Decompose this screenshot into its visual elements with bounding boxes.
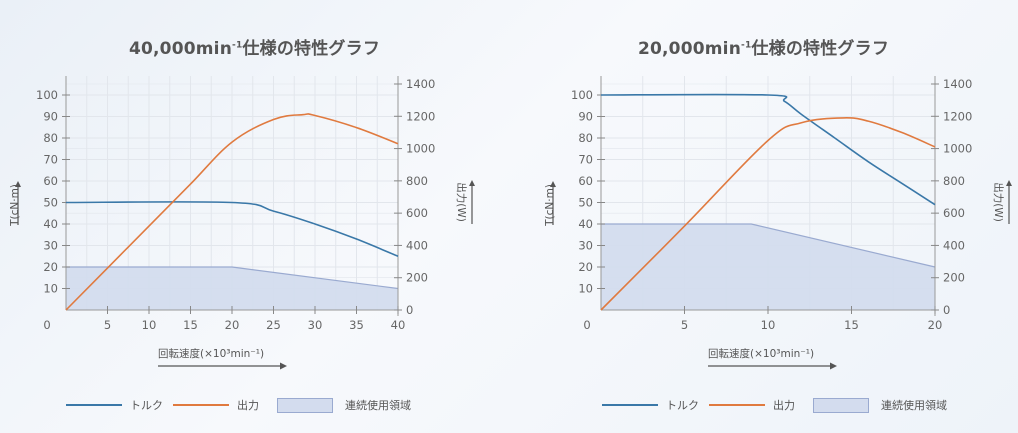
svg-text:80: 80	[43, 131, 58, 145]
chart-title: 20,000min-1仕様の特性グラフ	[637, 39, 890, 59]
power-line-swatch	[709, 404, 765, 406]
svg-text:20: 20	[43, 260, 58, 274]
svg-text:40: 40	[578, 217, 593, 231]
torque-curve	[600, 93, 936, 206]
svg-text:20: 20	[928, 318, 943, 332]
svg-text:T(cN·m): T(cN·m)	[544, 184, 556, 227]
torque-line-swatch	[602, 404, 658, 406]
y-axis-label: T(cN·m)	[9, 181, 21, 227]
svg-text:回転速度(×10³min⁻¹): 回転速度(×10³min⁻¹)	[708, 347, 814, 360]
svg-text:80: 80	[578, 131, 593, 145]
svg-text:20: 20	[578, 260, 593, 274]
svg-text:200: 200	[943, 271, 965, 285]
svg-text:35: 35	[349, 318, 364, 332]
svg-text:1400: 1400	[406, 77, 435, 91]
svg-text:30: 30	[43, 239, 58, 253]
svg-text:60: 60	[578, 174, 593, 188]
legend-continuous: 連続使用領域	[813, 397, 947, 413]
x-axis-label: 回転速度(×10³min⁻¹)	[708, 347, 837, 370]
svg-text:90: 90	[43, 110, 58, 124]
svg-text:25: 25	[266, 318, 281, 332]
svg-text:800: 800	[943, 174, 965, 188]
svg-text:0: 0	[406, 303, 413, 317]
svg-text:400: 400	[406, 238, 428, 252]
svg-text:400: 400	[943, 238, 965, 252]
chart-title: 40,000min-1仕様の特性グラフ	[128, 39, 381, 59]
power-curve	[600, 117, 936, 311]
svg-text:200: 200	[406, 271, 428, 285]
legend-power: 出力	[173, 397, 259, 413]
torque-line-swatch	[66, 404, 122, 406]
svg-text:30: 30	[308, 318, 323, 332]
svg-text:T(cN·m): T(cN·m)	[9, 184, 21, 227]
svg-text:回転速度(×10³min⁻¹): 回転速度(×10³min⁻¹)	[158, 347, 264, 360]
svg-text:40: 40	[391, 318, 406, 332]
svg-text:0: 0	[583, 318, 590, 332]
chart-panel-40000: 40,000min-1仕様の特性グラフ 10 20 30 40 50 60 70 80 90 10…	[9, 39, 475, 413]
svg-text:600: 600	[943, 206, 965, 220]
svg-text:10: 10	[578, 282, 593, 296]
legend-continuous: 連続使用領域	[277, 397, 411, 413]
svg-text:100: 100	[571, 88, 593, 102]
svg-text:50: 50	[578, 196, 593, 210]
svg-text:10: 10	[142, 318, 157, 332]
power-curve	[65, 113, 399, 311]
svg-text:800: 800	[406, 174, 428, 188]
legend-torque: トルク	[66, 397, 163, 413]
area-swatch	[277, 397, 333, 413]
x-axis-label: 回転速度(×10³min⁻¹)	[158, 347, 287, 370]
svg-text:1400: 1400	[943, 77, 972, 91]
svg-text:1200: 1200	[406, 109, 435, 123]
svg-text:70: 70	[43, 153, 58, 167]
svg-text:70: 70	[578, 153, 593, 167]
svg-text:出力(W): 出力(W)	[992, 182, 1005, 222]
svg-text:1000: 1000	[406, 142, 435, 156]
continuous-area	[66, 267, 398, 310]
svg-text:50: 50	[43, 196, 58, 210]
svg-text:60: 60	[43, 174, 58, 188]
svg-text:30: 30	[578, 239, 593, 253]
y-axis-label: T(cN·m)	[544, 181, 556, 227]
svg-text:90: 90	[578, 110, 593, 124]
svg-text:0: 0	[943, 303, 950, 317]
y2-axis-label: 出力(W)	[992, 180, 1012, 224]
continuous-area	[601, 224, 935, 310]
svg-text:出力(W): 出力(W)	[455, 182, 468, 222]
svg-text:5: 5	[104, 318, 111, 332]
power-line-swatch	[173, 404, 229, 406]
svg-text:1000: 1000	[943, 142, 972, 156]
svg-text:0: 0	[43, 318, 50, 332]
chart-legend: トルク 出力 連続使用領域	[602, 397, 957, 413]
svg-text:40: 40	[43, 217, 58, 231]
svg-text:15: 15	[183, 318, 198, 332]
svg-text:1200: 1200	[943, 109, 972, 123]
svg-text:600: 600	[406, 206, 428, 220]
svg-text:15: 15	[844, 318, 859, 332]
legend-torque: トルク	[602, 397, 699, 413]
svg-text:10: 10	[43, 282, 58, 296]
svg-text:20: 20	[225, 318, 240, 332]
svg-text:100: 100	[36, 88, 58, 102]
area-swatch	[813, 397, 869, 413]
svg-text:10: 10	[761, 318, 776, 332]
legend-power: 出力	[709, 397, 795, 413]
chart-legend: トルク 出力 連続使用領域	[66, 397, 421, 413]
svg-text:5: 5	[681, 318, 688, 332]
chart-panel-20000: 20,000min-1仕様の特性グラフ 10 20 30 40 50 60 70 80 90 10…	[509, 0, 1018, 433]
y2-axis-label: 出力(W)	[455, 180, 475, 224]
